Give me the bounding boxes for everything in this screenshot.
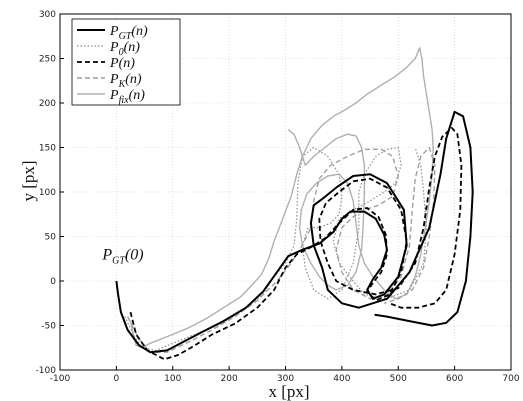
y-tick-labels: -100 -50 0 50 100 150 200 250 300 xyxy=(36,10,57,376)
legend-label-4: Pfix(n) xyxy=(109,88,145,106)
x-tick-label: 0 xyxy=(114,374,120,384)
legend-label-3: PK(n) xyxy=(109,72,142,90)
y-tick-label: 250 xyxy=(39,55,56,65)
y-tick-label: 300 xyxy=(39,10,56,20)
x-tick-label: 200 xyxy=(221,374,238,384)
x-tick-labels: -100 0 100 200 300 400 500 600 700 xyxy=(50,374,520,384)
x-tick-label: 700 xyxy=(502,374,519,384)
axes-frame xyxy=(59,13,512,371)
x-axis-label: x [px] xyxy=(268,382,309,401)
plot-area xyxy=(115,47,474,361)
legend-label-2: P(n) xyxy=(109,56,135,71)
y-axis-label: y [px] xyxy=(19,160,38,201)
x-tick-label: 100 xyxy=(164,374,181,384)
x-tick-label: 500 xyxy=(390,374,407,384)
legend: PGT(n)P0(n)P(n)PK(n)Pfix(n) xyxy=(71,18,181,106)
y-tick-label: 100 xyxy=(39,188,56,198)
series-line-3 xyxy=(126,146,436,353)
series-line-4 xyxy=(129,47,434,349)
y-tick-label: 0 xyxy=(50,277,56,287)
y-tick-label: 50 xyxy=(45,233,57,243)
series-line-2 xyxy=(129,127,463,361)
series-line-1 xyxy=(124,146,427,351)
y-tick-label: 150 xyxy=(39,144,56,154)
y-tick-label: -100 xyxy=(36,366,57,376)
x-tick-label: 400 xyxy=(333,374,350,384)
legend-label-1: P0(n) xyxy=(109,40,140,58)
x-tick-label: -100 xyxy=(50,374,71,384)
series-line-0 xyxy=(115,110,474,354)
legend-label-0: PGT(n) xyxy=(109,24,148,42)
y-tick-label: 200 xyxy=(39,99,56,109)
y-tick-label: -50 xyxy=(41,322,56,332)
x-tick-label: 300 xyxy=(277,374,294,384)
x-tick-label: 600 xyxy=(446,374,463,384)
annotation-pgt0: PGT(0) xyxy=(101,247,143,267)
annotation-label: PGT(0) xyxy=(101,247,143,267)
